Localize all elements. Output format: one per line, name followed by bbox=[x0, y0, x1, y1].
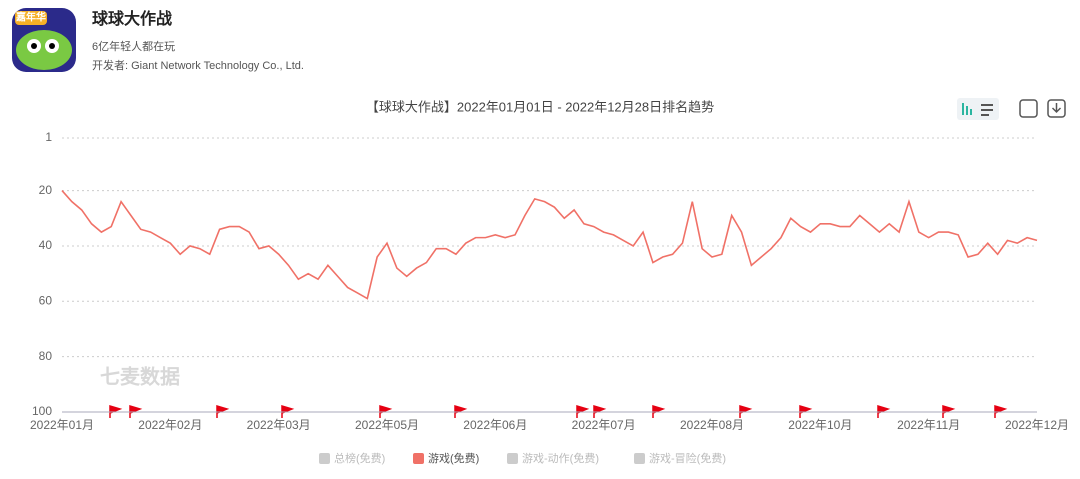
y-tick-label: 100 bbox=[32, 404, 52, 418]
legend-swatch bbox=[507, 453, 518, 464]
y-tick-label: 40 bbox=[39, 238, 53, 252]
y-tick-label: 80 bbox=[39, 349, 53, 363]
y-tick-label: 60 bbox=[39, 293, 53, 307]
app-icon: 嘉年华 bbox=[12, 8, 76, 72]
legend-label: 总榜(免费) bbox=[334, 451, 385, 465]
legend-swatch bbox=[634, 453, 645, 464]
toolbar[interactable] bbox=[957, 98, 1066, 120]
x-tick-label: 2022年03月 bbox=[247, 418, 311, 432]
legend-label: 游戏(免费) bbox=[428, 451, 479, 465]
app-name: 球球大作战 bbox=[92, 9, 172, 28]
y-tick-label: 20 bbox=[39, 183, 53, 197]
legend-swatch bbox=[319, 453, 330, 464]
x-tick-label: 2022年10月 bbox=[788, 418, 852, 432]
developer: 开发者: Giant Network Technology Co., Ltd. bbox=[92, 58, 304, 72]
x-tick-label: 2022年11月 bbox=[897, 418, 960, 432]
legend-swatch bbox=[413, 453, 424, 464]
x-tick-label: 2022年01月 bbox=[30, 418, 94, 432]
x-tick-label: 2022年07月 bbox=[572, 418, 636, 432]
x-tick-label: 2022年06月 bbox=[463, 418, 527, 432]
x-tick-label: 2022年12月 bbox=[1005, 418, 1069, 432]
line-series bbox=[61, 190, 1038, 300]
icon-badge: 嘉年华 bbox=[15, 11, 46, 24]
chart-title: 【球球大作战】2022年01月01日 - 2022年12月28日排名趋势 bbox=[366, 99, 714, 114]
y-tick-label: 1 bbox=[45, 130, 52, 144]
watermark: 七麦数据 bbox=[100, 364, 180, 388]
tagline: 6亿年轻人都在玩 bbox=[92, 39, 175, 53]
x-tick-label: 2022年02月 bbox=[138, 418, 202, 432]
legend-label: 游戏-动作(免费) bbox=[522, 451, 599, 465]
x-tick-label: 2022年05月 bbox=[355, 418, 419, 432]
legend-label: 游戏-冒险(免费) bbox=[649, 451, 726, 465]
x-tick-label: 2022年08月 bbox=[680, 418, 744, 432]
